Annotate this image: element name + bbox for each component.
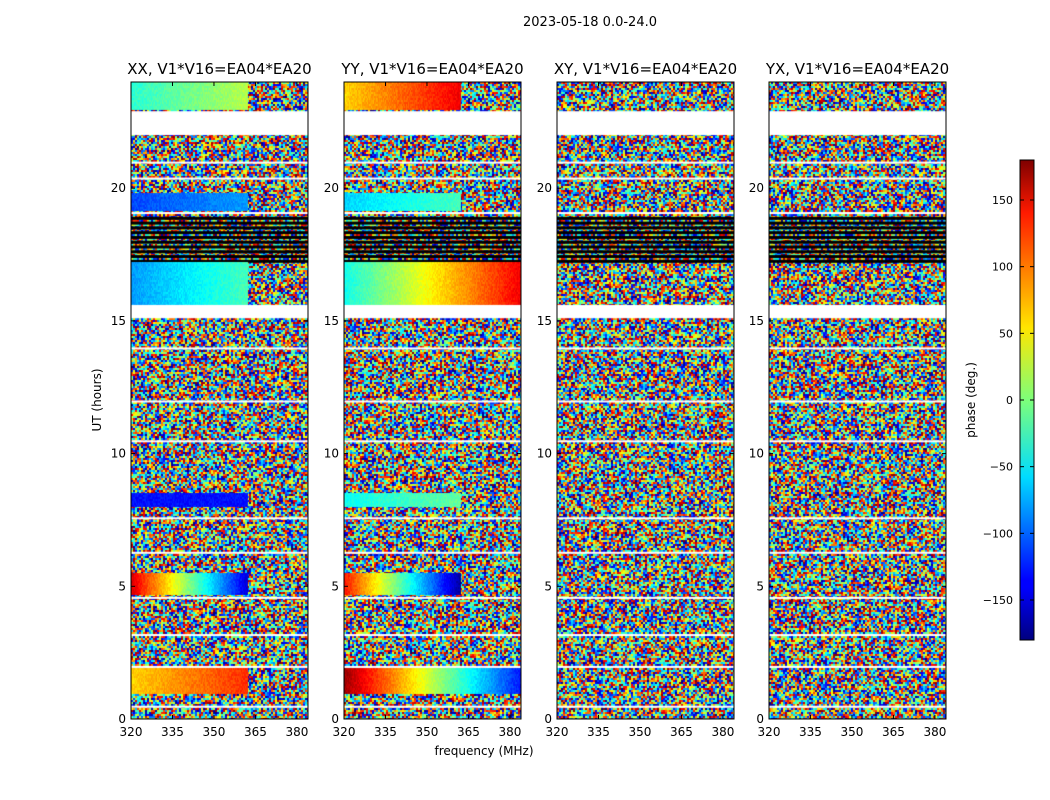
x-tick-label: 350 xyxy=(416,725,439,739)
y-tick-label: 20 xyxy=(324,181,339,195)
y-tick-label: 15 xyxy=(111,314,126,328)
panel-frame xyxy=(130,81,309,720)
panel-image xyxy=(131,82,308,719)
y-tick-label: 5 xyxy=(118,579,126,593)
x-tick-label: 380 xyxy=(711,725,734,739)
x-tick-label: 365 xyxy=(244,725,267,739)
x-tick-label: 365 xyxy=(670,725,693,739)
panel-title: XY, V1*V16=EA04*EA20 xyxy=(554,60,737,78)
x-tick-label: 335 xyxy=(374,725,397,739)
panel-title: XX, V1*V16=EA04*EA20 xyxy=(127,60,311,78)
x-tick-label: 320 xyxy=(120,725,143,739)
y-tick-label: 20 xyxy=(537,181,552,195)
x-tick-label: 335 xyxy=(587,725,610,739)
y-tick-label: 0 xyxy=(756,712,764,726)
y-tick-label: 5 xyxy=(756,579,764,593)
x-tick-label: 335 xyxy=(799,725,822,739)
panel-xx: XX, V1*V16=EA04*EA20 320 335 350 365 380 0 5 10 1… xyxy=(111,60,312,739)
heatmap-panels: XX, V1*V16=EA04*EA20 320 335 350 365 380 0 5 10 1… xyxy=(111,60,949,739)
colorbar-tick-label: −150 xyxy=(983,594,1013,607)
y-tick-label: 0 xyxy=(118,712,126,726)
panel-yy: YY, V1*V16=EA04*EA20 320 335 350 365 380 0 5 10 1… xyxy=(324,60,524,739)
colorbar-tick-label: 100 xyxy=(992,261,1013,274)
colorbar-label: phase (deg.) xyxy=(964,362,978,438)
x-tick-label: 350 xyxy=(841,725,864,739)
y-axis-label: UT (hours) xyxy=(90,368,104,431)
panel-image xyxy=(557,82,734,719)
x-axis-label: frequency (MHz) xyxy=(434,744,533,758)
panel-frame xyxy=(556,81,735,720)
colorbar: 150 100 50 0 −50 −100 −150 phase (deg.) xyxy=(964,159,1035,641)
x-tick-label: 350 xyxy=(203,725,226,739)
x-tick-label: 365 xyxy=(882,725,905,739)
panel-image xyxy=(344,82,521,719)
x-tick-label: 320 xyxy=(333,725,356,739)
colorbar-ticks: 150 100 50 0 −50 −100 −150 xyxy=(983,194,1034,607)
figure-title: 2023-05-18 0.0-24.0 xyxy=(523,15,657,30)
y-tick-label: 15 xyxy=(537,314,552,328)
y-tick-label: 15 xyxy=(749,314,764,328)
panel-frame xyxy=(768,81,947,720)
x-tick-label: 380 xyxy=(285,725,308,739)
y-tick-label: 0 xyxy=(544,712,552,726)
colorbar-tick-label: −100 xyxy=(983,527,1013,540)
y-tick-label: 10 xyxy=(324,447,339,461)
panel-title: YX, V1*V16=EA04*EA20 xyxy=(765,60,949,78)
y-tick-label: 10 xyxy=(111,447,126,461)
colorbar-tick-label: 150 xyxy=(992,194,1013,207)
y-tick-label: 20 xyxy=(749,181,764,195)
panel-yx: YX, V1*V16=EA04*EA20 320 335 350 365 380 0 5 10 1… xyxy=(749,60,949,739)
panel-image xyxy=(769,82,946,719)
colorbar-tick-label: 0 xyxy=(1006,394,1013,407)
panel-title: YY, V1*V16=EA04*EA20 xyxy=(340,60,523,78)
colorbar-tick-label: 50 xyxy=(999,327,1013,340)
y-tick-label: 10 xyxy=(749,447,764,461)
y-tick-label: 15 xyxy=(324,314,339,328)
x-tick-label: 320 xyxy=(546,725,569,739)
y-tick-label: 20 xyxy=(111,181,126,195)
panel-xy: XY, V1*V16=EA04*EA20 320 335 350 365 380 0 5 10 1… xyxy=(537,60,737,739)
y-tick-label: 0 xyxy=(331,712,339,726)
x-tick-label: 380 xyxy=(923,725,946,739)
y-tick-label: 5 xyxy=(331,579,339,593)
y-tick-label: 5 xyxy=(544,579,552,593)
x-tick-label: 365 xyxy=(457,725,480,739)
x-tick-label: 320 xyxy=(758,725,781,739)
panel-frame xyxy=(343,81,522,720)
x-tick-label: 380 xyxy=(498,725,521,739)
x-tick-label: 335 xyxy=(161,725,184,739)
colorbar-tick-label: −50 xyxy=(990,461,1013,474)
x-tick-label: 350 xyxy=(629,725,652,739)
y-tick-label: 10 xyxy=(537,447,552,461)
